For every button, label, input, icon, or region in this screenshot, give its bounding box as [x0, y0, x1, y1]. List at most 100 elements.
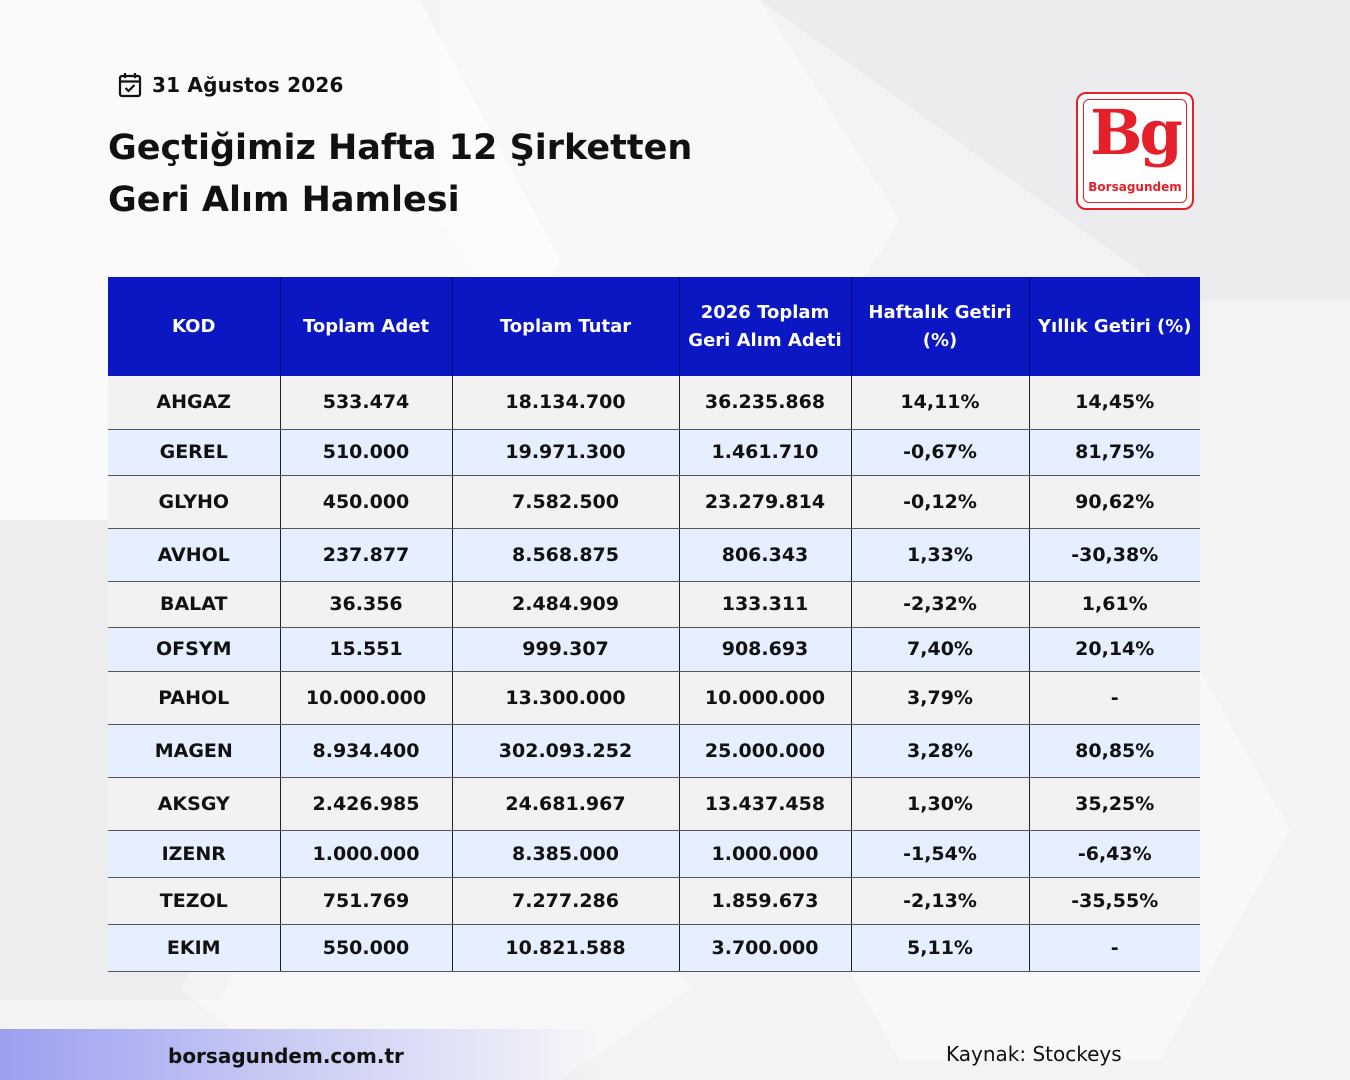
cell-haftalik-getiri: -1,54%: [850, 830, 1030, 878]
cell-haftalik-getiri: 1,33%: [850, 528, 1030, 582]
borsagundem-logo: Bg Borsagundem: [1076, 92, 1194, 210]
date-label: 31 Ağustos 2026: [152, 73, 344, 97]
cell-haftalik-getiri: 14,11%: [850, 376, 1030, 430]
buyback-table: KOD Toplam Adet Toplam Tutar 2026 Toplam…: [108, 277, 1200, 972]
cell-geri-alim-adeti: 13.437.458: [678, 777, 852, 831]
column-header-toplam-tutar: Toplam Tutar: [451, 277, 680, 376]
cell-toplam-tutar: 302.093.252: [451, 724, 680, 778]
cell-geri-alim-adeti: 806.343: [678, 528, 852, 582]
cell-toplam-tutar: 8.385.000: [451, 830, 680, 878]
calendar-check-icon: [118, 72, 142, 98]
table-row: PAHOL 10.000.000 13.300.000 10.000.000 3,79%…: [108, 671, 1200, 725]
cell-toplam-tutar: 19.971.300: [451, 429, 680, 476]
cell-toplam-adet: 533.474: [279, 376, 453, 430]
cell-toplam-adet: 237.877: [279, 528, 453, 582]
cell-geri-alim-adeti: 1.461.710: [678, 429, 852, 476]
table-row: TEZOL 751.769 7.277.286 1.859.673 -2,13% -35,…: [108, 877, 1200, 925]
footer-band: [0, 1029, 600, 1080]
cell-toplam-adet: 450.000: [279, 475, 453, 529]
cell-kod: OFSYM: [108, 627, 281, 672]
cell-toplam-adet: 2.426.985: [279, 777, 453, 831]
cell-geri-alim-adeti: 908.693: [678, 627, 852, 672]
cell-haftalik-getiri: -0,67%: [850, 429, 1030, 476]
table-row: GEREL 510.000 19.971.300 1.461.710 -0,67% 81,…: [108, 429, 1200, 476]
cell-toplam-adet: 510.000: [279, 429, 453, 476]
cell-kod: AHGAZ: [108, 376, 281, 430]
cell-toplam-adet: 1.000.000: [279, 830, 453, 878]
column-header-toplam-adet: Toplam Adet: [279, 277, 453, 376]
cell-haftalik-getiri: -0,12%: [850, 475, 1030, 529]
cell-haftalik-getiri: 3,79%: [850, 671, 1030, 725]
cell-kod: MAGEN: [108, 724, 281, 778]
cell-yillik-getiri: 80,85%: [1028, 724, 1200, 778]
footer-source: Kaynak: Stockeys: [946, 1042, 1122, 1066]
cell-kod: IZENR: [108, 830, 281, 878]
cell-toplam-adet: 36.356: [279, 581, 453, 628]
title-line-2: Geri Alım Hamlesi: [108, 180, 460, 220]
cell-geri-alim-adeti: 1.000.000: [678, 830, 852, 878]
cell-toplam-tutar: 7.277.286: [451, 877, 680, 925]
cell-kod: AVHOL: [108, 528, 281, 582]
cell-geri-alim-adeti: 133.311: [678, 581, 852, 628]
cell-toplam-tutar: 999.307: [451, 627, 680, 672]
table-header-row: KOD Toplam Adet Toplam Tutar 2026 Toplam…: [108, 277, 1200, 376]
cell-kod: BALAT: [108, 581, 281, 628]
cell-yillik-getiri: -6,43%: [1028, 830, 1200, 878]
table-row: AVHOL 237.877 8.568.875 806.343 1,33% -30,38%: [108, 528, 1200, 582]
cell-yillik-getiri: 35,25%: [1028, 777, 1200, 831]
table-row: IZENR 1.000.000 8.385.000 1.000.000 -1,54% -6…: [108, 830, 1200, 878]
cell-toplam-tutar: 24.681.967: [451, 777, 680, 831]
cell-yillik-getiri: 20,14%: [1028, 627, 1200, 672]
cell-toplam-adet: 751.769: [279, 877, 453, 925]
cell-haftalik-getiri: -2,32%: [850, 581, 1030, 628]
table-row: GLYHO 450.000 7.582.500 23.279.814 -0,12% 90,…: [108, 475, 1200, 529]
cell-toplam-tutar: 10.821.588: [451, 924, 680, 972]
cell-toplam-adet: 10.000.000: [279, 671, 453, 725]
cell-geri-alim-adeti: 25.000.000: [678, 724, 852, 778]
table-row: AKSGY 2.426.985 24.681.967 13.437.458 1,30% 3…: [108, 777, 1200, 831]
table-row: EKIM 550.000 10.821.588 3.700.000 5,11% -: [108, 924, 1200, 972]
logo-name: Borsagundem: [1088, 180, 1182, 194]
cell-yillik-getiri: -35,55%: [1028, 877, 1200, 925]
cell-toplam-tutar: 2.484.909: [451, 581, 680, 628]
logo-mark: Bg: [1090, 96, 1183, 169]
date-row: 31 Ağustos 2026: [118, 72, 344, 98]
cell-toplam-tutar: 18.134.700: [451, 376, 680, 430]
footer-site-url: borsagundem.com.tr: [168, 1044, 404, 1068]
cell-yillik-getiri: 81,75%: [1028, 429, 1200, 476]
cell-geri-alim-adeti: 23.279.814: [678, 475, 852, 529]
cell-toplam-adet: 8.934.400: [279, 724, 453, 778]
cell-kod: GEREL: [108, 429, 281, 476]
column-header-geri-alim-adeti: 2026 Toplam Geri Alım Adeti: [678, 277, 852, 376]
cell-kod: AKSGY: [108, 777, 281, 831]
cell-haftalik-getiri: 1,30%: [850, 777, 1030, 831]
title-line-1: Geçtiğimiz Hafta 12 Şirketten: [108, 128, 693, 168]
cell-haftalik-getiri: 3,28%: [850, 724, 1030, 778]
cell-yillik-getiri: 1,61%: [1028, 581, 1200, 628]
table-row: AHGAZ 533.474 18.134.700 36.235.868 14,11% 14…: [108, 376, 1200, 430]
cell-geri-alim-adeti: 36.235.868: [678, 376, 852, 430]
cell-kod: GLYHO: [108, 475, 281, 529]
cell-haftalik-getiri: 7,40%: [850, 627, 1030, 672]
table-row: OFSYM 15.551 999.307 908.693 7,40% 20,14%: [108, 627, 1200, 672]
column-header-haftalik-getiri: Haftalık Getiri (%): [850, 277, 1030, 376]
cell-yillik-getiri: -: [1028, 924, 1200, 972]
cell-haftalik-getiri: -2,13%: [850, 877, 1030, 925]
cell-geri-alim-adeti: 3.700.000: [678, 924, 852, 972]
cell-kod: TEZOL: [108, 877, 281, 925]
table-row: BALAT 36.356 2.484.909 133.311 -2,32% 1,61%: [108, 581, 1200, 628]
column-header-yillik-getiri: Yıllık Getiri (%): [1028, 277, 1200, 376]
column-header-kod: KOD: [108, 277, 281, 376]
cell-toplam-tutar: 7.582.500: [451, 475, 680, 529]
cell-geri-alim-adeti: 10.000.000: [678, 671, 852, 725]
table-row: MAGEN 8.934.400 302.093.252 25.000.000 3,28%…: [108, 724, 1200, 778]
cell-kod: PAHOL: [108, 671, 281, 725]
cell-toplam-adet: 550.000: [279, 924, 453, 972]
cell-toplam-tutar: 13.300.000: [451, 671, 680, 725]
cell-toplam-adet: 15.551: [279, 627, 453, 672]
cell-yillik-getiri: 14,45%: [1028, 376, 1200, 430]
cell-toplam-tutar: 8.568.875: [451, 528, 680, 582]
cell-haftalik-getiri: 5,11%: [850, 924, 1030, 972]
page-title: Geçtiğimiz Hafta 12 Şirketten Geri Alım …: [108, 122, 692, 226]
cell-yillik-getiri: -30,38%: [1028, 528, 1200, 582]
